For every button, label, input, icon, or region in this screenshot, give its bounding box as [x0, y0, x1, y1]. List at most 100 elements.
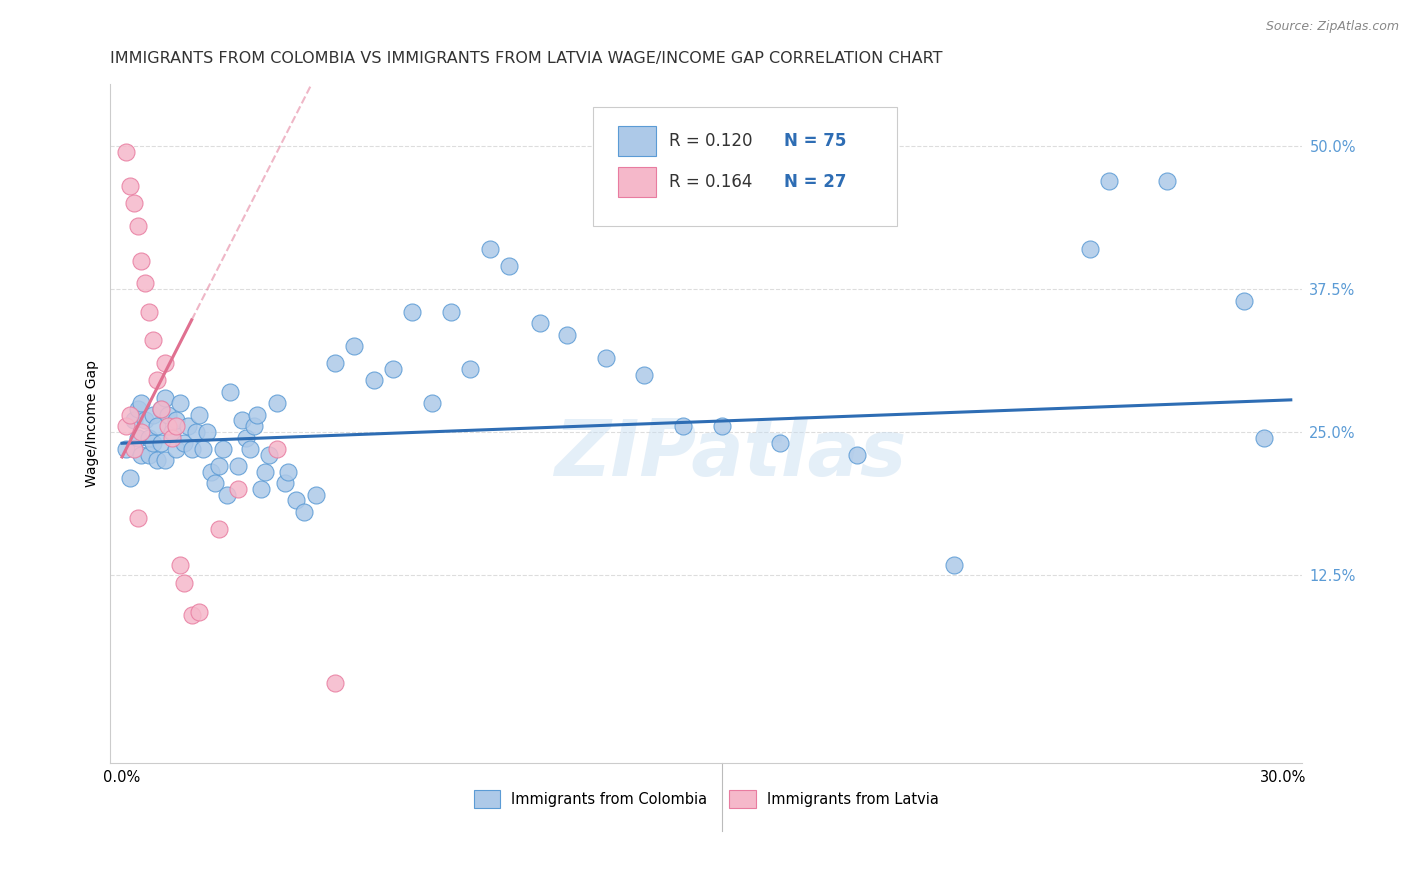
Point — [169, 396, 191, 410]
Point — [277, 465, 299, 479]
Point — [127, 510, 149, 524]
FancyBboxPatch shape — [619, 127, 657, 156]
Point — [1233, 293, 1256, 308]
Point — [273, 476, 295, 491]
Point — [180, 607, 202, 622]
Point — [169, 558, 191, 573]
Point — [118, 179, 141, 194]
Point — [122, 413, 145, 427]
Point — [420, 396, 443, 410]
Point — [193, 442, 215, 456]
Point — [184, 425, 207, 439]
Point — [254, 465, 277, 479]
Point — [134, 413, 156, 427]
Point — [235, 431, 257, 445]
Text: R = 0.120: R = 0.120 — [669, 132, 754, 150]
Text: ZIPatlas: ZIPatlas — [554, 416, 907, 491]
Point — [138, 431, 160, 445]
Point — [134, 277, 156, 291]
Point — [208, 459, 231, 474]
Point — [127, 219, 149, 234]
Text: N = 75: N = 75 — [785, 132, 846, 150]
Point — [211, 442, 233, 456]
Point — [122, 196, 145, 211]
Point — [943, 558, 966, 573]
Point — [153, 453, 176, 467]
Point — [215, 488, 238, 502]
Point — [153, 391, 176, 405]
Point — [401, 305, 423, 319]
Point — [138, 305, 160, 319]
Point — [200, 465, 222, 479]
Point — [363, 374, 385, 388]
Point — [157, 408, 180, 422]
Point — [115, 145, 138, 159]
Point — [162, 425, 184, 439]
FancyBboxPatch shape — [619, 167, 657, 197]
Point — [323, 356, 346, 370]
Point — [165, 419, 187, 434]
Point — [343, 339, 366, 353]
Point — [239, 442, 262, 456]
Point — [304, 488, 326, 502]
Point — [529, 316, 551, 330]
Point — [633, 368, 655, 382]
Point — [478, 242, 501, 256]
Point — [250, 482, 273, 496]
Point — [173, 575, 195, 590]
Point — [149, 436, 172, 450]
Point — [153, 356, 176, 370]
Text: N = 27: N = 27 — [785, 173, 846, 191]
Point — [231, 413, 253, 427]
Point — [440, 305, 463, 319]
Point — [115, 419, 138, 434]
Point — [142, 408, 165, 422]
Point — [285, 493, 308, 508]
Text: R = 0.164: R = 0.164 — [669, 173, 752, 191]
Text: IMMIGRANTS FROM COLOMBIA VS IMMIGRANTS FROM LATVIA WAGE/INCOME GAP CORRELATION C: IMMIGRANTS FROM COLOMBIA VS IMMIGRANTS F… — [111, 51, 943, 66]
Point — [188, 605, 211, 619]
Point — [188, 408, 211, 422]
Point — [381, 362, 404, 376]
Point — [131, 448, 153, 462]
Point — [162, 431, 184, 445]
Point — [204, 476, 226, 491]
Point — [177, 419, 200, 434]
Point — [195, 425, 218, 439]
Point — [246, 408, 269, 422]
Point — [127, 402, 149, 417]
Point — [146, 453, 169, 467]
Point — [138, 448, 160, 462]
Y-axis label: Wage/Income Gap: Wage/Income Gap — [86, 359, 100, 487]
Point — [180, 442, 202, 456]
Point — [595, 351, 617, 365]
Point — [146, 419, 169, 434]
Point — [149, 402, 172, 417]
Point — [266, 442, 288, 456]
Point — [498, 259, 520, 273]
Point — [242, 419, 264, 434]
Point — [131, 396, 153, 410]
Point — [131, 425, 153, 439]
Point — [292, 505, 315, 519]
Point — [118, 470, 141, 484]
Point — [1098, 173, 1121, 187]
Point — [122, 442, 145, 456]
Point — [173, 436, 195, 450]
Point — [131, 253, 153, 268]
Point — [118, 408, 141, 422]
Legend: Immigrants from Colombia, Immigrants from Latvia: Immigrants from Colombia, Immigrants fro… — [468, 785, 945, 814]
FancyBboxPatch shape — [593, 107, 897, 227]
Point — [266, 396, 288, 410]
Point — [1078, 242, 1101, 256]
Text: Source: ZipAtlas.com: Source: ZipAtlas.com — [1265, 20, 1399, 33]
Point — [142, 436, 165, 450]
Point — [1253, 431, 1275, 445]
Point — [157, 419, 180, 434]
Point — [1156, 173, 1178, 187]
Point — [208, 522, 231, 536]
Point — [165, 442, 187, 456]
Point — [323, 676, 346, 690]
Point — [165, 413, 187, 427]
Point — [142, 334, 165, 348]
